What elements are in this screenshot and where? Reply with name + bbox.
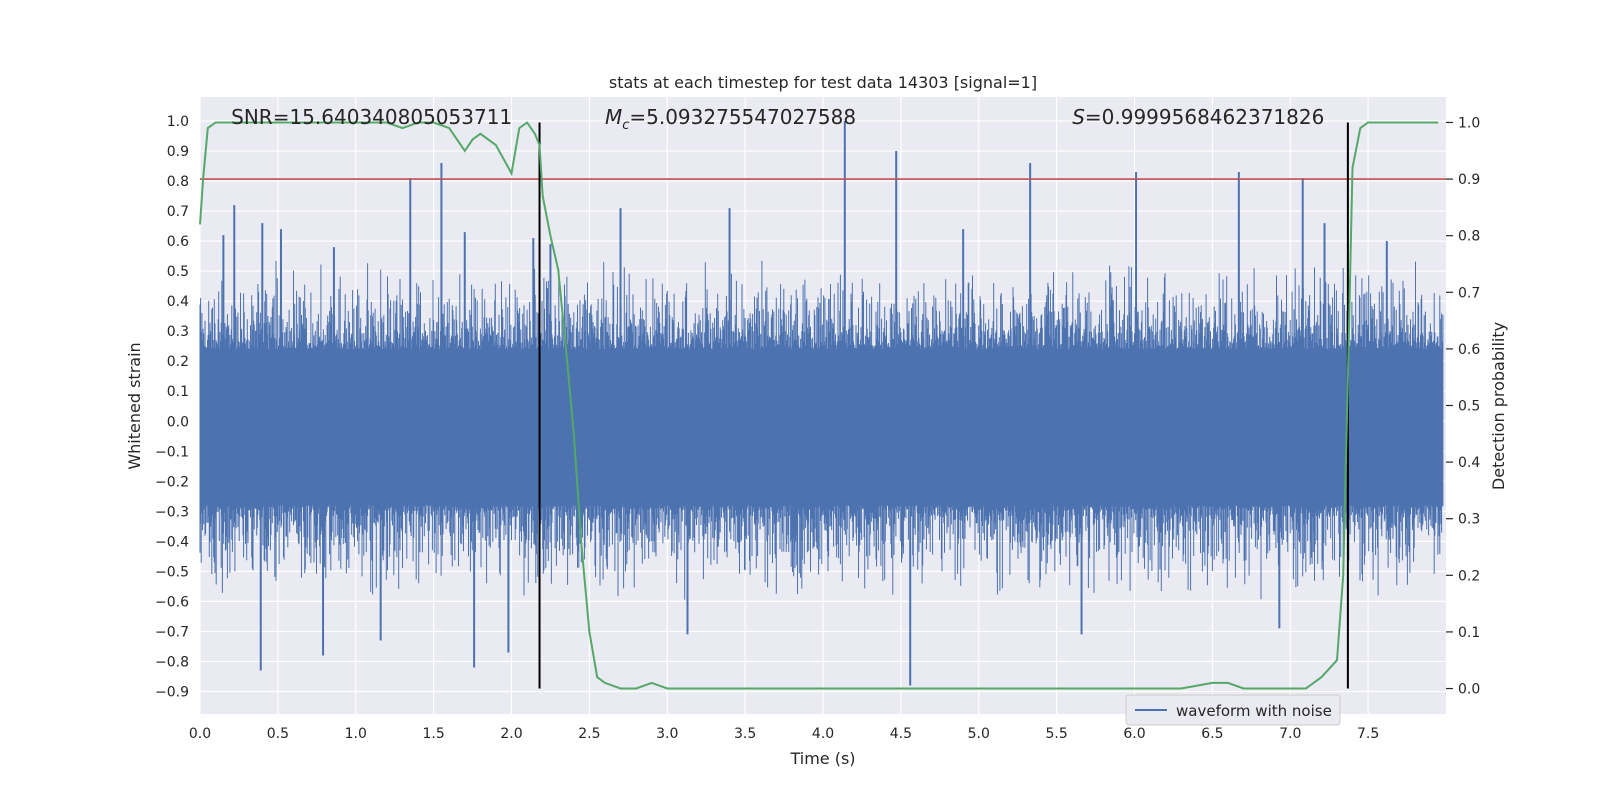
- chart-title: stats at each timestep for test data 143…: [609, 73, 1037, 92]
- x-tick-label: 0.0: [189, 726, 211, 742]
- y-left-tick-label: −0.3: [155, 504, 189, 520]
- y-left-tick-label: −0.6: [155, 594, 189, 610]
- y-left-tick-label: −0.2: [155, 474, 189, 490]
- waveform-series: [199, 121, 1444, 686]
- y-left-tick-labels: 1.0 0.9 0.8 0.7 0.6 0.5 0.4 0.3 0.2 0.1 0.0 −0.1 −0.…: [155, 114, 189, 700]
- x-tick-label: 7.5: [1357, 726, 1379, 742]
- y-right-tick-labels: 1.0 0.9 0.8 0.7 0.6 0.5 0.4 0.3 0.2 0.1 0.0: [1446, 115, 1480, 698]
- waveform-trace: [199, 260, 1444, 600]
- x-tick-label: 7.0: [1279, 726, 1301, 742]
- legend-label: waveform with noise: [1176, 702, 1332, 720]
- y-left-tick-label: 0.2: [167, 354, 189, 370]
- y-right-tick-label: 0.9: [1458, 172, 1480, 188]
- y-right-tick-label: 1.0: [1458, 115, 1480, 131]
- x-tick-label: 2.0: [500, 726, 522, 742]
- legend: waveform with noise: [1125, 694, 1341, 726]
- annotations: SNR=15.640340805053711 Mc=5.0932755470275…: [231, 105, 1324, 133]
- y-right-tick-label: 0.8: [1458, 229, 1480, 245]
- y-left-tick-label: −0.7: [155, 624, 189, 640]
- y-right-tick-label: 0.0: [1458, 682, 1480, 698]
- y-right-tick-label: 0.6: [1458, 342, 1480, 358]
- y-left-tick-label: −0.1: [155, 444, 189, 460]
- y-left-tick-label: 1.0: [167, 114, 189, 130]
- x-tick-label: 5.0: [968, 726, 990, 742]
- x-tick-label: 5.5: [1045, 726, 1067, 742]
- x-tick-label: 3.5: [734, 726, 756, 742]
- annotation-text: S=0.9999568462371826: [1072, 105, 1324, 129]
- y-left-tick-label: 0.1: [167, 384, 189, 400]
- x-tick-labels: 0.0 0.5 1.0 1.5 2.0 2.5 3.0 3.5 4.0 4.5 5.0 5.5 6.0 6…: [189, 726, 1379, 742]
- x-axis-title: Time (s): [789, 749, 855, 768]
- y-right-tick-label: 0.4: [1458, 455, 1480, 471]
- y-left-tick-label: −0.9: [155, 684, 189, 700]
- probability-line: [199, 121, 1439, 690]
- y-left-tick-label: −0.5: [155, 564, 189, 580]
- x-tick-label: 6.5: [1201, 726, 1223, 742]
- x-tick-label: 1.5: [422, 726, 444, 742]
- y-left-tick-label: 0.9: [167, 144, 189, 160]
- y-left-tick-label: 0.5: [167, 264, 189, 280]
- x-tick-label: 3.0: [656, 726, 678, 742]
- y-right-axis-title: Detection probability: [1489, 322, 1508, 490]
- y-right-tick-label: 0.7: [1458, 285, 1480, 301]
- y-left-tick-label: 0.7: [167, 204, 189, 220]
- y-right-tick-label: 0.2: [1458, 568, 1480, 584]
- y-left-tick-label: 0.6: [167, 234, 189, 250]
- x-tick-label: 6.0: [1123, 726, 1145, 742]
- annotation-text: SNR=15.640340805053711: [231, 105, 512, 129]
- probability-series: [199, 121, 1439, 690]
- y-right-tick-label: 0.1: [1458, 625, 1480, 641]
- x-tick-label: 2.5: [578, 726, 600, 742]
- x-tick-label: 4.0: [812, 726, 834, 742]
- x-tick-label: 1.0: [345, 726, 367, 742]
- y-right-tick-label: 0.3: [1458, 512, 1480, 528]
- y-left-tick-label: 0.8: [167, 174, 189, 190]
- y-right-tick-label: 0.5: [1458, 399, 1480, 415]
- y-left-tick-label: −0.8: [155, 654, 189, 670]
- x-tick-label: 4.5: [890, 726, 912, 742]
- y-left-tick-label: 0.3: [167, 324, 189, 340]
- y-left-tick-label: 0.0: [167, 414, 189, 430]
- y-left-tick-label: −0.4: [155, 534, 189, 550]
- y-left-tick-label: 0.4: [167, 294, 189, 310]
- x-tick-label: 0.5: [267, 726, 289, 742]
- annotation-text: Mc=5.093275547027588: [605, 105, 856, 133]
- legend-box: [1125, 694, 1341, 726]
- y-left-axis-title: Whitened strain: [125, 342, 144, 469]
